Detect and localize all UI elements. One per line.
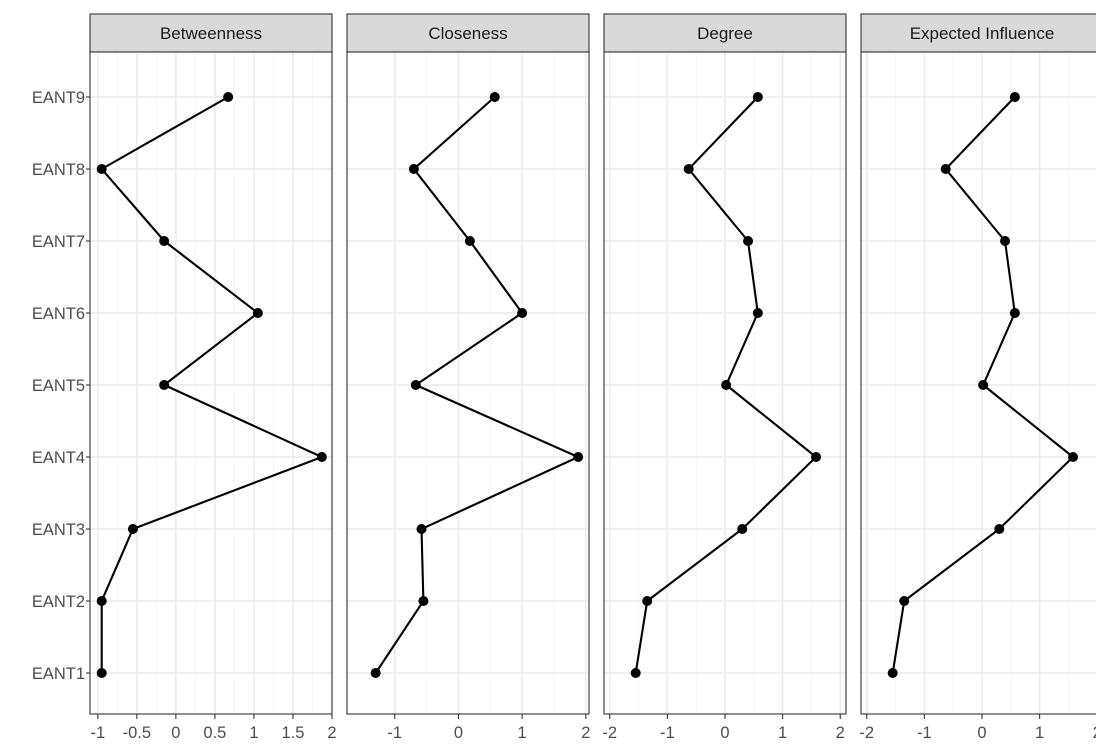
x-tick-label: 2 bbox=[1093, 724, 1096, 742]
facet-title: Degree bbox=[697, 24, 753, 43]
facet-strip bbox=[346, 13, 590, 53]
y-tick-label: EANT2 bbox=[32, 593, 85, 611]
y-tick-label: EANT8 bbox=[32, 161, 85, 179]
data-point bbox=[899, 596, 910, 606]
facet-strip bbox=[89, 13, 333, 53]
data-point bbox=[410, 380, 421, 390]
x-tick-label: 1 bbox=[518, 724, 527, 742]
panel-border bbox=[346, 51, 590, 715]
data-point bbox=[223, 92, 234, 102]
data-point bbox=[1009, 92, 1020, 102]
x-tick-label: 2 bbox=[836, 724, 845, 742]
data-point bbox=[416, 524, 427, 534]
data-point bbox=[96, 596, 107, 606]
facet-strip bbox=[860, 13, 1096, 53]
x-tick-label: 2 bbox=[327, 724, 336, 742]
panel-background bbox=[90, 52, 332, 714]
x-tick-label: 1.5 bbox=[281, 724, 304, 742]
x-tick-label: -1 bbox=[917, 724, 932, 742]
y-tick-label: EANT7 bbox=[32, 233, 85, 251]
panel-background bbox=[861, 52, 1096, 714]
data-point bbox=[408, 164, 419, 174]
y-tick-label: EANT3 bbox=[32, 521, 85, 539]
y-tick-label: EANT4 bbox=[32, 449, 85, 467]
data-point bbox=[940, 164, 951, 174]
panel-border bbox=[89, 51, 333, 715]
data-point bbox=[743, 236, 754, 246]
data-point bbox=[630, 668, 641, 678]
x-tick-label: -1 bbox=[660, 724, 675, 742]
x-tick-label: 0 bbox=[720, 724, 729, 742]
facet-title: Expected Influence bbox=[910, 24, 1055, 43]
x-tick-label: -1 bbox=[387, 724, 402, 742]
data-point bbox=[96, 164, 107, 174]
data-point bbox=[159, 236, 170, 246]
y-tick-label: EANT5 bbox=[32, 377, 85, 395]
x-tick-label: 2 bbox=[581, 724, 590, 742]
data-point bbox=[159, 380, 170, 390]
facet-strip bbox=[603, 13, 847, 53]
data-point bbox=[517, 308, 528, 318]
data-point bbox=[370, 668, 381, 678]
data-point bbox=[1000, 236, 1011, 246]
data-point bbox=[737, 524, 748, 534]
data-point bbox=[489, 92, 500, 102]
y-tick-label: EANT9 bbox=[32, 89, 85, 107]
x-tick-label: 1 bbox=[778, 724, 787, 742]
x-tick-label: -1 bbox=[90, 724, 105, 742]
data-point bbox=[978, 380, 989, 390]
facet-panel: Betweenness -1 -0.5 0 0.5 1 1.5 2 bbox=[89, 13, 337, 742]
x-tick-label: 1 bbox=[1035, 724, 1044, 742]
x-tick-label: 0 bbox=[171, 724, 180, 742]
x-tick-label: -2 bbox=[859, 724, 874, 742]
data-point bbox=[1068, 452, 1079, 462]
data-point bbox=[994, 524, 1005, 534]
facet-title: Betweenness bbox=[160, 24, 262, 43]
x-tick-label: 0 bbox=[454, 724, 463, 742]
x-tick-label: 0.5 bbox=[203, 724, 226, 742]
facet-panels: Betweenness -1 -0.5 0 0.5 1 1.5 2 Closeness -1 0 1 2… bbox=[89, 13, 1096, 742]
data-point bbox=[418, 596, 429, 606]
y-tick-label: EANT6 bbox=[32, 305, 85, 323]
data-point bbox=[752, 308, 763, 318]
data-point bbox=[642, 596, 653, 606]
data-point bbox=[464, 236, 475, 246]
facet-panel: Degree -2 -1 0 1 2 bbox=[602, 13, 847, 742]
facet-title: Closeness bbox=[428, 24, 507, 43]
data-point bbox=[752, 92, 763, 102]
data-point bbox=[316, 452, 327, 462]
panel-background bbox=[347, 52, 589, 714]
facet-panel: Expected Influence -2 -1 0 1 2 bbox=[859, 13, 1096, 742]
x-tick-label: 1 bbox=[249, 724, 258, 742]
x-tick-label: -2 bbox=[602, 724, 617, 742]
y-axis-labels: EANT1 EANT2 EANT3 EANT4 EANT5 EANT6 EANT7 EANT8… bbox=[32, 89, 90, 683]
data-point bbox=[127, 524, 138, 534]
data-point bbox=[573, 452, 584, 462]
data-point bbox=[252, 308, 263, 318]
data-point bbox=[811, 452, 822, 462]
data-point bbox=[721, 380, 732, 390]
data-point bbox=[887, 668, 898, 678]
y-tick-label: EANT1 bbox=[32, 665, 85, 683]
facet-panel: Closeness -1 0 1 2 bbox=[346, 13, 590, 742]
x-tick-label: 0 bbox=[977, 724, 986, 742]
x-tick-label: -0.5 bbox=[123, 724, 151, 742]
data-point bbox=[683, 164, 694, 174]
data-point bbox=[96, 668, 107, 678]
data-point bbox=[1009, 308, 1020, 318]
